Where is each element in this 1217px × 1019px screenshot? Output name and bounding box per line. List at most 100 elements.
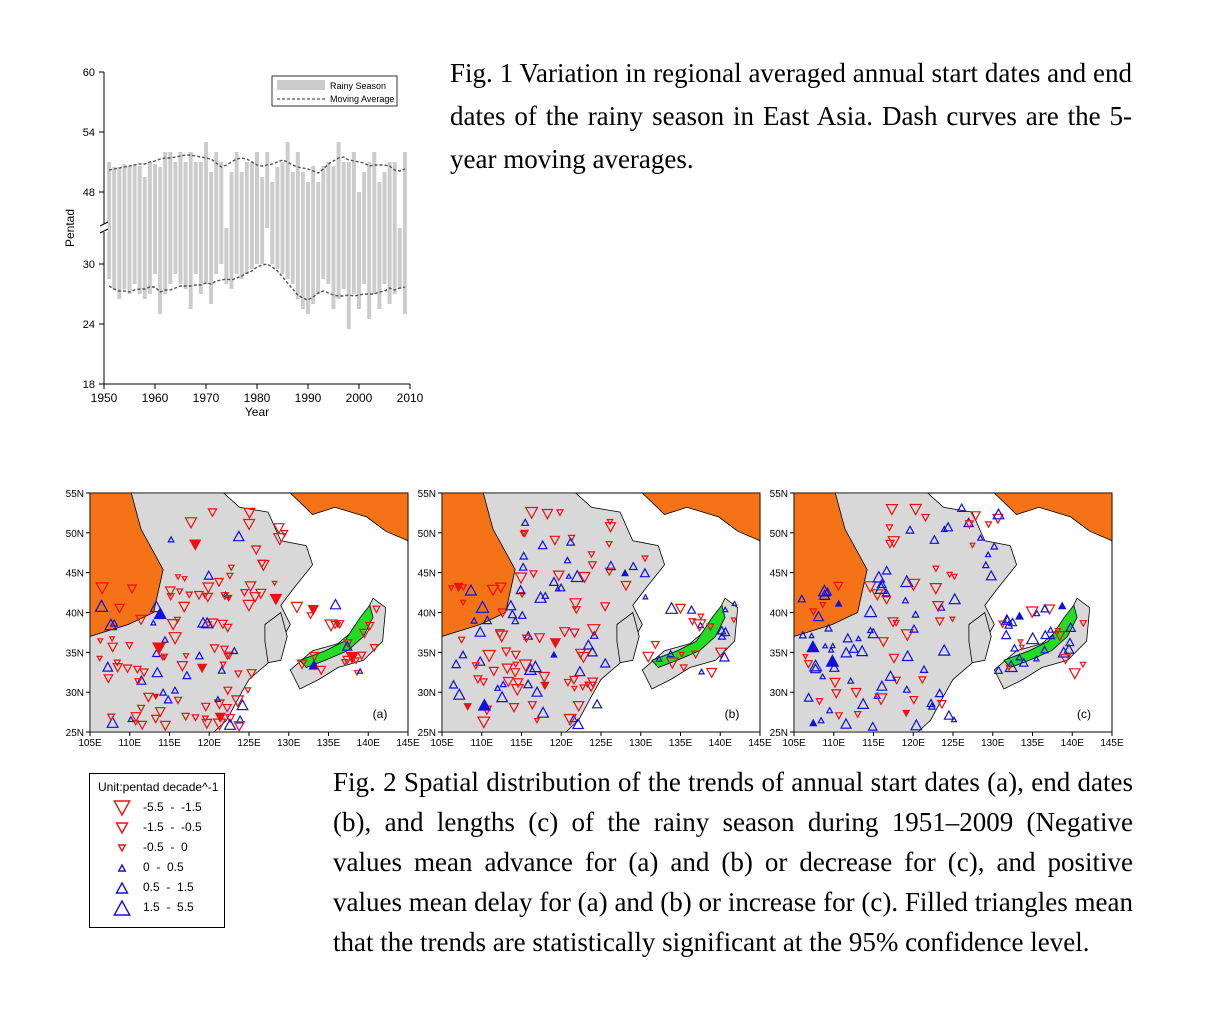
trend-marker-negative: [604, 522, 617, 534]
trend-marker-negative: [96, 638, 104, 645]
trend-marker-positive: [840, 646, 853, 658]
trend-marker-positive: [101, 661, 114, 672]
trend-marker-negative: [705, 623, 715, 632]
lon-label: 115E: [510, 738, 533, 749]
trend-marker-negative: [107, 642, 119, 653]
trend-marker-positive: [1002, 614, 1012, 624]
lat-label: 30N: [66, 688, 84, 699]
trend-marker-positive: [621, 568, 630, 577]
trend-marker-positive: [721, 605, 729, 613]
trend-marker-positive: [194, 651, 205, 660]
trend-marker-positive: [582, 638, 595, 650]
down-triangle-icon: [117, 844, 127, 853]
trend-marker-negative: [679, 664, 689, 673]
trend-marker-negative: [217, 619, 229, 630]
legend-range-label: -0.5 - 0: [143, 840, 188, 854]
trend-marker-positive: [470, 616, 479, 624]
trend-marker-negative: [486, 584, 500, 597]
trend-marker-negative: [224, 651, 234, 661]
trend-marker-negative: [213, 577, 225, 588]
y-tick-label: 48: [83, 187, 95, 199]
trend-marker-positive: [599, 657, 611, 668]
trend-marker-positive: [541, 591, 550, 599]
trend-marker-positive: [1033, 609, 1041, 617]
lon-label: 115E: [862, 738, 885, 749]
trend-marker-negative: [223, 653, 232, 661]
lat-label: 55N: [770, 489, 788, 500]
rainy-season-bar: [209, 172, 214, 304]
trend-marker-positive: [235, 714, 245, 724]
trend-marker-negative: [497, 608, 509, 619]
trend-marker-negative: [887, 617, 899, 628]
rainy-season-bar: [295, 152, 300, 299]
lon-label: 105E: [430, 738, 454, 749]
trend-marker-negative: [690, 650, 701, 660]
up-triangle-icon: [115, 881, 129, 894]
trend-marker-negative: [950, 573, 959, 581]
trend-marker-positive: [812, 610, 825, 622]
lon-label: 135E: [1021, 738, 1045, 749]
trend-marker-positive: [929, 534, 940, 544]
trend-marker-positive: [881, 587, 891, 597]
lat-label: 50N: [418, 529, 436, 540]
figure-1-caption: Fig. 1 Variation in regional averaged an…: [450, 58, 1132, 174]
trend-marker-positive: [537, 539, 548, 550]
trend-marker-negative: [152, 693, 160, 701]
legend-swatch-rainy-season: [277, 80, 325, 90]
x-tick-label: 1970: [193, 391, 220, 405]
trend-marker-positive: [798, 630, 808, 639]
outside-region-northeast: [641, 492, 761, 542]
trend-marker-negative: [224, 594, 233, 603]
trend-marker-negative: [453, 582, 464, 593]
trend-marker-negative: [132, 720, 140, 727]
trend-marker-negative: [500, 647, 512, 657]
trend-marker-positive: [223, 718, 237, 730]
trend-marker-positive: [1063, 643, 1075, 654]
trend-marker-positive: [899, 574, 914, 588]
trend-marker-positive: [356, 667, 364, 674]
trend-marker-negative: [136, 720, 148, 731]
panel-label: (a): [373, 707, 388, 721]
trend-marker-negative: [96, 655, 104, 662]
trend-marker-positive: [523, 662, 538, 675]
trend-marker-negative: [587, 561, 598, 570]
trend-marker-negative: [549, 638, 562, 649]
rainy-season-bar: [392, 162, 397, 294]
korean-peninsula: [264, 611, 288, 664]
lat-label: 35N: [770, 648, 788, 659]
trend-marker-negative: [584, 681, 592, 689]
trend-marker-negative: [650, 640, 661, 650]
panel-label: (b): [725, 707, 740, 721]
rainy-season-bar: [270, 182, 275, 264]
trend-marker-positive: [153, 606, 167, 620]
trend-marker-negative: [850, 687, 862, 699]
rainy-season-bar: [346, 162, 351, 329]
trend-marker-negative: [521, 634, 532, 644]
trend-marker-positive: [493, 684, 502, 691]
trend-marker-negative: [463, 703, 472, 711]
trend-marker-negative: [964, 520, 975, 530]
legend-row: 1.5 - 5.5: [90, 898, 224, 918]
lon-label: 125E: [941, 738, 965, 749]
trend-marker-positive: [824, 623, 834, 632]
trend-marker-negative: [1068, 668, 1082, 680]
trend-marker-positive: [203, 569, 215, 580]
trend-marker-positive: [642, 593, 649, 600]
legend-range-label: 0 - 0.5: [143, 860, 184, 874]
trend-marker-negative: [586, 624, 601, 637]
trend-marker-positive: [151, 666, 164, 678]
trend-marker-negative: [222, 686, 233, 696]
trend-marker-negative: [290, 601, 304, 614]
trend-marker-negative: [212, 718, 227, 731]
trend-marker-negative: [227, 564, 236, 572]
trend-marker-negative: [249, 592, 262, 604]
rainy-season-bar: [316, 182, 321, 294]
lon-label: 140E: [1061, 738, 1085, 749]
lon-label: 145E: [396, 738, 420, 749]
trend-marker-positive: [848, 643, 860, 653]
rainy-season-bar: [402, 152, 407, 314]
lat-label: 45N: [418, 569, 436, 580]
rainy-season-bar: [219, 162, 224, 264]
trend-marker-negative: [929, 582, 943, 595]
trend-marker-positive: [1018, 657, 1029, 667]
